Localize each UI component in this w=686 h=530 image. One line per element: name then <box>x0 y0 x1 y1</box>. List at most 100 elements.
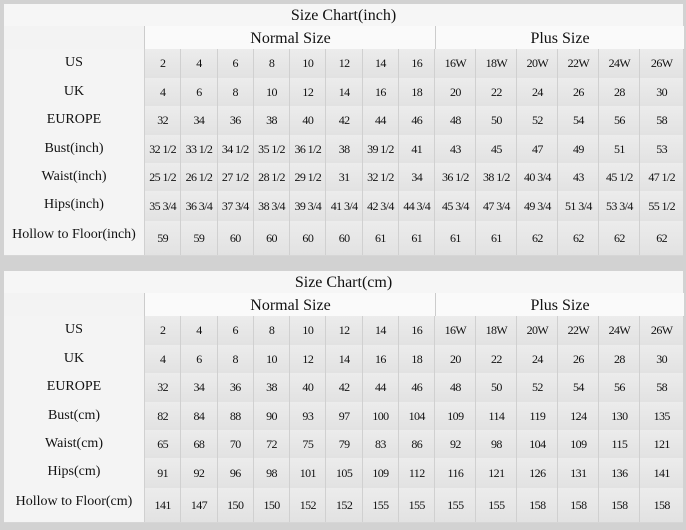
row-label: Hollow to Floor(cm) <box>4 488 144 522</box>
table-cell: 155 <box>475 488 517 522</box>
row-label: US <box>4 49 144 78</box>
normal-size-header: Normal Size <box>144 293 436 317</box>
table-cell: 45 1/2 <box>598 163 640 191</box>
table-cell: 18 <box>398 78 435 106</box>
table-cell: 60 <box>252 221 290 255</box>
table-cell: 20 <box>434 78 476 106</box>
table-cell: 158 <box>557 488 599 522</box>
table-cell: 26 1/2 <box>180 163 217 191</box>
table-cell: 24 <box>516 345 558 373</box>
row-label: Waist(cm) <box>4 430 144 458</box>
table-cell: 158 <box>639 488 683 522</box>
table-cell: 47 3/4 <box>475 191 517 221</box>
table-cell: 32 1/2 <box>144 135 181 163</box>
table-cell: 60 <box>325 221 362 255</box>
table-cell: 109 <box>434 402 476 430</box>
table-cell: 28 <box>598 78 640 106</box>
table-cell: 155 <box>361 488 399 522</box>
table-cell: 27 1/2 <box>216 163 253 191</box>
table-cell: 40 <box>289 106 326 135</box>
table-cell: 92 <box>180 458 217 488</box>
table-cell: 10 <box>289 316 326 345</box>
table-cell: 109 <box>557 430 599 458</box>
table-cell: 54 <box>557 373 599 402</box>
table-cell: 14 <box>325 345 362 373</box>
table-cell: 32 <box>144 106 181 135</box>
chart-title: Size Chart(inch) <box>4 4 683 27</box>
table-cell: 98 <box>252 458 290 488</box>
table-cell: 24 <box>516 78 558 106</box>
table-cell: 131 <box>557 458 599 488</box>
table-cell: 79 <box>325 430 362 458</box>
table-cell: 38 <box>252 106 290 135</box>
table-cell: 158 <box>516 488 558 522</box>
table-cell: 62 <box>639 221 683 255</box>
row-label: Hips(cm) <box>4 458 144 488</box>
table-cell: 41 <box>398 135 435 163</box>
table-cell: 39 1/2 <box>361 135 399 163</box>
table-cell: 14 <box>325 78 362 106</box>
table-cell: 55 1/2 <box>639 191 683 221</box>
table-cell: 12 <box>289 345 326 373</box>
table-cell: 40 <box>289 373 326 402</box>
table-cell: 44 3/4 <box>398 191 435 221</box>
table-cell: 147 <box>180 488 217 522</box>
row-label: Hips(inch) <box>4 191 144 221</box>
table-cell: 75 <box>289 430 326 458</box>
table-cell: 36 3/4 <box>180 191 217 221</box>
table-cell: 22W <box>557 49 599 78</box>
table-cell: 36 1/2 <box>434 163 476 191</box>
table-cell: 38 <box>325 135 362 163</box>
table-cell: 10 <box>252 345 290 373</box>
table-cell: 28 1/2 <box>252 163 290 191</box>
table-cell: 119 <box>516 402 558 430</box>
row-label: Hollow to Floor(inch) <box>4 221 144 255</box>
table-cell: 16 <box>361 345 399 373</box>
table-cell: 2 <box>144 316 181 345</box>
table-cell: 136 <box>598 458 640 488</box>
table-cell: 26W <box>639 316 683 345</box>
table-cell: 26 <box>557 78 599 106</box>
table-cell: 20W <box>516 49 558 78</box>
table-row-us: US 2 4 6 8 10 12 14 16 16W 18W 20W 22W 24W 26W <box>4 316 683 346</box>
table-cell: 40 3/4 <box>516 163 558 191</box>
table-cell: 42 <box>325 373 362 402</box>
chart-title: Size Chart(cm) <box>4 271 683 294</box>
table-cell: 83 <box>361 430 399 458</box>
table-cell: 36 1/2 <box>289 135 326 163</box>
table-cell: 29 1/2 <box>289 163 326 191</box>
table-cell: 112 <box>398 458 435 488</box>
table-cell: 97 <box>325 402 362 430</box>
table-cell: 22 <box>475 345 517 373</box>
table-cell: 105 <box>325 458 362 488</box>
table-cell: 50 <box>475 373 517 402</box>
table-cell: 59 <box>144 221 181 255</box>
table-cell: 45 <box>475 135 517 163</box>
table-cell: 70 <box>216 430 253 458</box>
table-cell: 6 <box>216 316 253 345</box>
table-cell: 51 <box>598 135 640 163</box>
table-cell: 39 3/4 <box>289 191 326 221</box>
table-cell: 36 <box>216 106 253 135</box>
table-cell: 26W <box>639 49 683 78</box>
table-row-hips-inch: Hips(inch) 35 3/4 36 3/4 37 3/4 38 3/4 39 3/4… <box>4 191 683 222</box>
table-cell: 20 <box>434 345 476 373</box>
table-cell: 12 <box>325 316 362 345</box>
table-cell: 38 3/4 <box>252 191 290 221</box>
table-cell: 126 <box>516 458 558 488</box>
table-cell: 54 <box>557 106 599 135</box>
table-cell: 30 <box>639 345 683 373</box>
table-cell: 42 3/4 <box>361 191 399 221</box>
row-label: Waist(inch) <box>4 163 144 191</box>
table-cell: 24W <box>598 316 640 345</box>
table-row-us: US 2 4 6 8 10 12 14 16 16W 18W 20W 22W 24W 26W <box>4 49 683 79</box>
table-cell: 61 <box>398 221 435 255</box>
table-cell: 30 <box>639 78 683 106</box>
table-cell: 6 <box>180 78 217 106</box>
table-cell: 61 <box>361 221 399 255</box>
table-cell: 16 <box>398 49 435 78</box>
table-cell: 155 <box>434 488 476 522</box>
table-cell: 2 <box>144 49 181 78</box>
table-cell: 42 <box>325 106 362 135</box>
table-row-uk: UK 4 6 8 10 12 14 16 18 20 22 24 26 28 30 <box>4 78 683 107</box>
